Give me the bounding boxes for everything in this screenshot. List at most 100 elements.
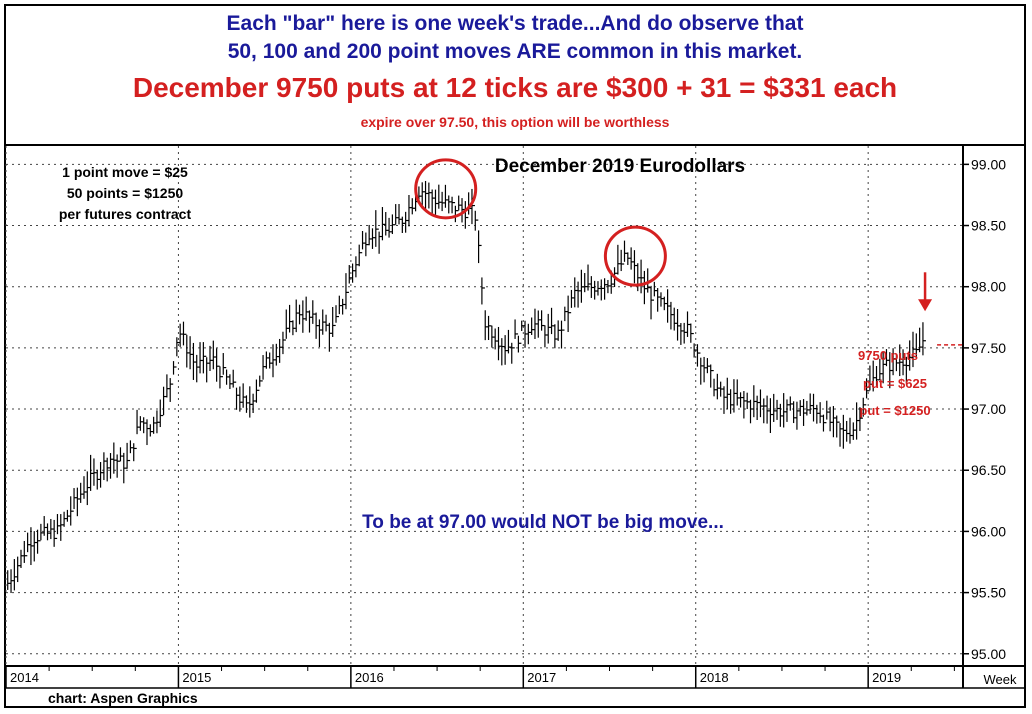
price-bar [832, 406, 837, 438]
price-bar [30, 527, 34, 566]
chart-frame [4, 4, 1026, 708]
price-bar [915, 333, 920, 358]
price-bar [703, 356, 708, 383]
price-bar [779, 403, 784, 427]
price-bar [670, 301, 674, 330]
price-bar [50, 518, 54, 540]
header-line-2: 50, 100 and 200 point moves ARE common i… [227, 40, 803, 63]
price-bar [209, 345, 214, 371]
price-bar [153, 416, 157, 434]
price-bar [235, 387, 240, 410]
price-bar [769, 398, 774, 433]
price-bar [501, 338, 505, 366]
price-bar [83, 476, 87, 499]
price-bar [723, 386, 727, 414]
price-bar [285, 309, 290, 339]
chart-title: December 2019 Eurodollars [495, 156, 745, 177]
price-bar [269, 352, 273, 369]
price-bar [630, 247, 635, 270]
price-bar [312, 300, 316, 324]
price-bar [119, 447, 124, 462]
x-tick-label: 2014 [10, 670, 39, 685]
price-bar [504, 335, 509, 365]
note-move: To be at 97.00 would NOT be big move... [362, 512, 724, 533]
label-put-625: put = $625 [863, 376, 927, 391]
price-bar [288, 304, 293, 333]
price-bar [882, 352, 887, 384]
price-bar [829, 406, 834, 432]
price-bar [507, 329, 512, 354]
price-bar [713, 378, 718, 397]
price-bar [806, 400, 810, 416]
price-bar [80, 482, 84, 503]
price-bar [172, 361, 177, 375]
price-bar [574, 277, 578, 308]
price-bar [40, 523, 44, 541]
y-tick-label: 95.50 [971, 585, 1006, 601]
price-bar [524, 320, 529, 348]
price-bar [607, 279, 611, 294]
note-point-value: 1 point move = $25 [62, 164, 188, 180]
price-bar [812, 393, 817, 422]
price-bar [275, 343, 280, 366]
price-bar [839, 423, 844, 447]
price-bar [554, 324, 558, 349]
price-bar [793, 401, 797, 424]
price-bar [564, 306, 568, 322]
price-bar [865, 378, 870, 399]
price-bar [23, 540, 28, 563]
price-bar [620, 249, 625, 272]
price-bar [378, 231, 383, 254]
price-bar [673, 307, 678, 331]
price-bar [580, 269, 585, 303]
price-bar [484, 310, 489, 341]
price-bar [136, 409, 141, 435]
price-bar [600, 279, 605, 301]
price-bar [33, 531, 38, 562]
price-bar [743, 391, 747, 419]
x-tick-label: 2019 [872, 670, 901, 685]
interval-label: Week [984, 672, 1017, 687]
price-bar [365, 232, 369, 257]
header-line-1: Each "bar" here is one week's trade...An… [226, 12, 804, 35]
price-bar [869, 365, 873, 391]
price-bar [262, 355, 267, 380]
price-bar [577, 281, 582, 308]
price-bar [282, 331, 286, 355]
price-bar [464, 201, 469, 229]
header-line-3: December 9750 puts at 12 ticks are $300 … [132, 72, 898, 103]
y-tick-label: 97.00 [971, 401, 1006, 417]
price-bar [252, 393, 257, 413]
price-bar [46, 523, 51, 541]
price-bar [56, 514, 61, 535]
price-bar [879, 358, 883, 381]
price-bar [875, 365, 880, 387]
price-bar [222, 353, 227, 375]
price-bar [189, 336, 194, 370]
price-bar [338, 295, 343, 315]
price-bar [683, 322, 688, 344]
price-bar [351, 263, 356, 283]
price-bar [474, 210, 479, 231]
price-bar [686, 311, 691, 337]
price-bar [570, 289, 575, 308]
price-bar [371, 228, 376, 249]
price-bar [405, 211, 409, 233]
chart-credit: chart: Aspen Graphics [48, 690, 198, 706]
price-bar [63, 511, 68, 527]
price-bar [700, 357, 704, 385]
price-bar [176, 337, 180, 357]
price-bar [706, 358, 711, 374]
price-bar [90, 454, 94, 491]
price-bar [690, 323, 694, 343]
price-bar [623, 240, 628, 262]
price-bar [517, 335, 522, 353]
price-bar [295, 299, 300, 333]
price-bar [255, 379, 260, 403]
price-bar [166, 374, 170, 398]
price-bar [292, 320, 296, 336]
price-bar [206, 357, 210, 383]
highlight-circle [603, 225, 667, 287]
price-bar [836, 415, 840, 438]
price-bar [13, 559, 18, 591]
